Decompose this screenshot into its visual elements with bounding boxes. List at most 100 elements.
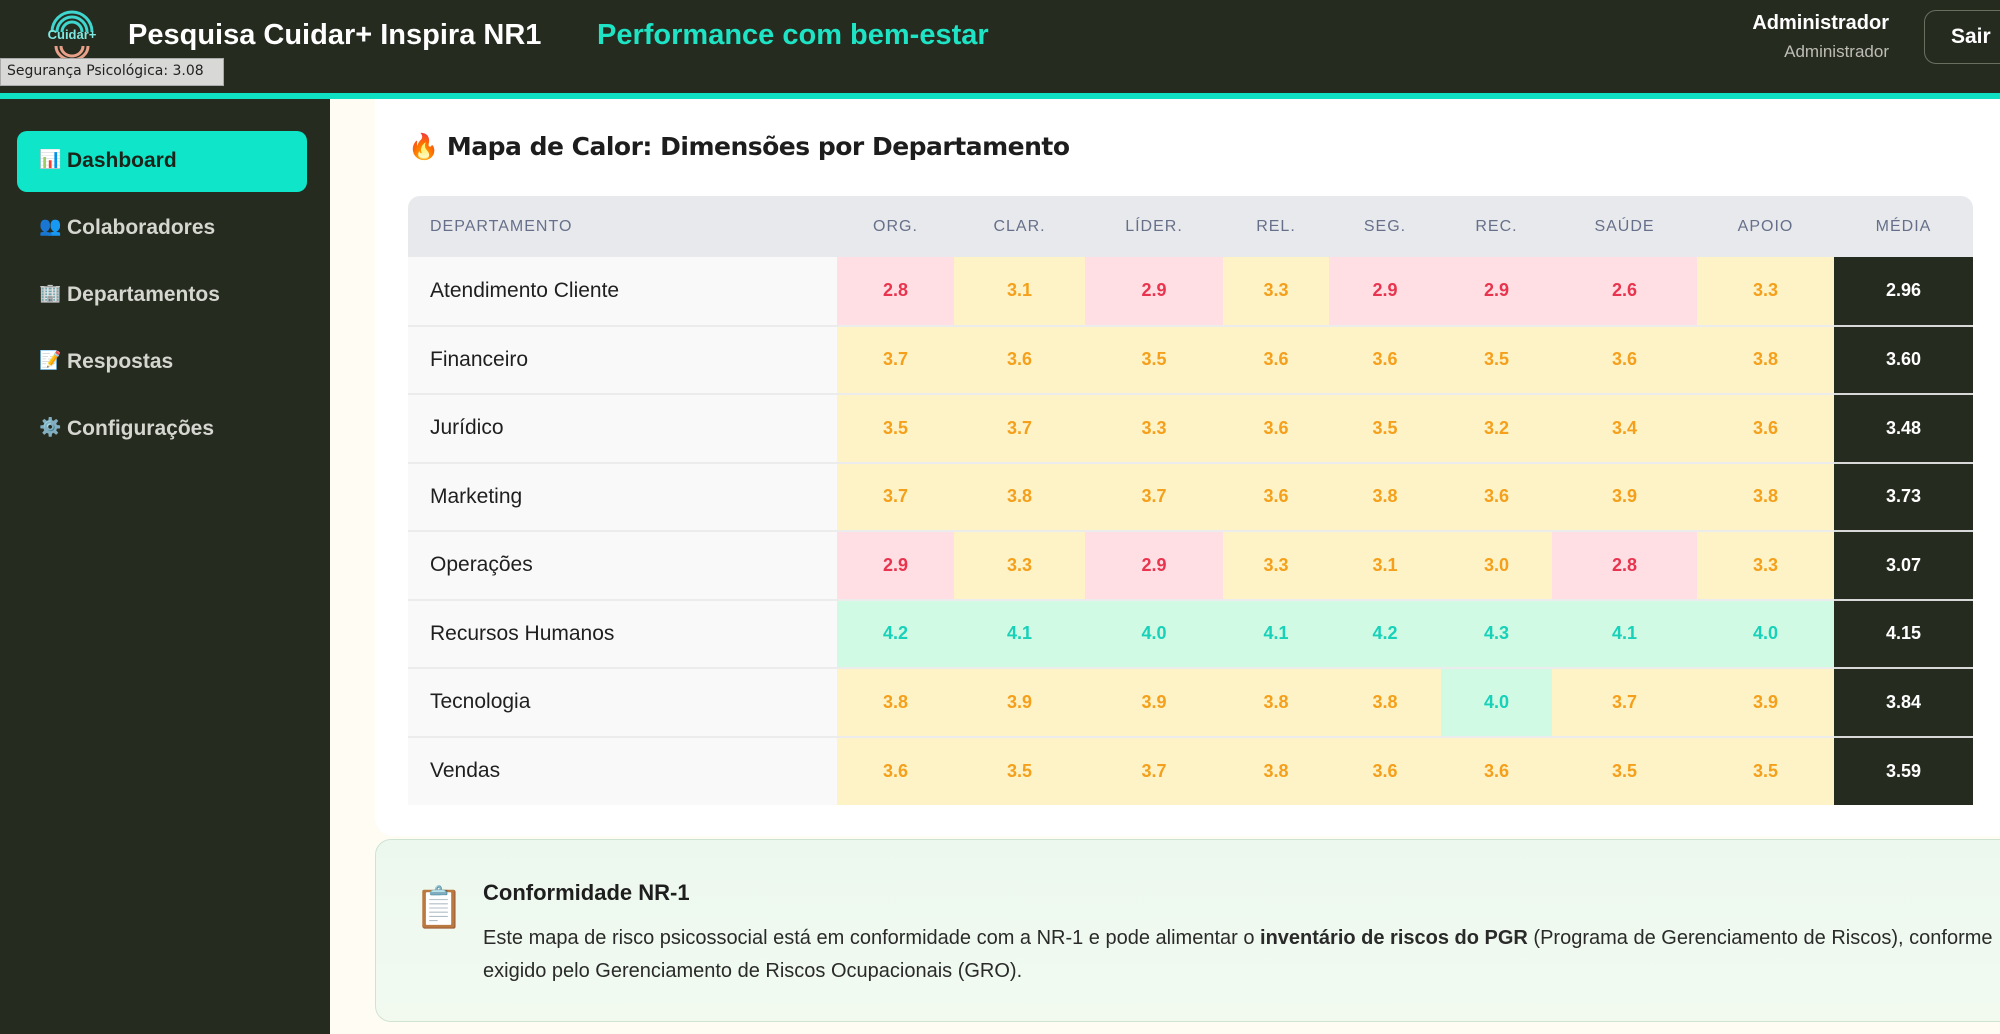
score-cell[interactable]: 4.0 bbox=[1085, 599, 1223, 669]
score-cell[interactable]: 3.8 bbox=[1223, 668, 1329, 738]
score-cell[interactable]: 3.9 bbox=[954, 668, 1085, 738]
table-row: Marketing 3.7 3.8 3.7 3.6 3.8 3.6 3.9 3.8 3.73 bbox=[408, 462, 1973, 532]
sidebar-item-label: Dashboard bbox=[67, 149, 177, 172]
score-cell[interactable]: 2.8 bbox=[837, 257, 954, 327]
score-cell[interactable]: 3.0 bbox=[1441, 531, 1552, 601]
score-cell[interactable]: 3.4 bbox=[1552, 394, 1697, 464]
sidebar-item-colaboradores[interactable]: 👥 Colaboradores bbox=[17, 198, 307, 259]
score-cell[interactable]: 3.7 bbox=[1552, 668, 1697, 738]
score-cell[interactable]: 3.8 bbox=[1329, 462, 1441, 532]
score-cell[interactable]: 3.5 bbox=[1085, 325, 1223, 395]
score-cell[interactable]: 3.3 bbox=[954, 531, 1085, 601]
score-cell[interactable]: 4.1 bbox=[954, 599, 1085, 669]
score-cell[interactable]: 3.6 bbox=[1329, 736, 1441, 805]
column-header: ORG. bbox=[837, 196, 954, 257]
gear-icon: ⚙️ bbox=[39, 417, 62, 437]
score-cell[interactable]: 3.8 bbox=[1329, 668, 1441, 738]
score-cell[interactable]: 3.5 bbox=[954, 736, 1085, 805]
column-header: REL. bbox=[1223, 196, 1329, 257]
score-cell[interactable]: 3.7 bbox=[1085, 736, 1223, 805]
score-cell[interactable]: 4.2 bbox=[1329, 599, 1441, 669]
score-cell[interactable]: 4.3 bbox=[1441, 599, 1552, 669]
score-cell[interactable]: 3.6 bbox=[1223, 394, 1329, 464]
score-cell[interactable]: 3.3 bbox=[1223, 257, 1329, 327]
average-cell: 3.59 bbox=[1834, 736, 1973, 805]
score-cell[interactable]: 3.5 bbox=[1697, 736, 1834, 805]
score-cell[interactable]: 3.2 bbox=[1441, 394, 1552, 464]
score-cell[interactable]: 3.9 bbox=[1697, 668, 1834, 738]
score-cell[interactable]: 2.8 bbox=[1552, 531, 1697, 601]
logo: Cuidar+ bbox=[44, 10, 100, 62]
score-cell[interactable]: 2.6 bbox=[1552, 257, 1697, 327]
score-cell[interactable]: 3.6 bbox=[954, 325, 1085, 395]
score-cell[interactable]: 3.7 bbox=[1085, 462, 1223, 532]
heatmap-table: DEPARTAMENTO ORG. CLAR. LÍDER. REL. SEG. REC. S… bbox=[408, 196, 1973, 805]
score-cell[interactable]: 2.9 bbox=[1329, 257, 1441, 327]
score-cell[interactable]: 4.0 bbox=[1441, 668, 1552, 738]
score-cell[interactable]: 3.5 bbox=[1552, 736, 1697, 805]
sidebar: 📊 Dashboard 👥 Colaboradores 🏢 Departamentos 📝 R… bbox=[0, 99, 330, 1034]
score-cell[interactable]: 4.1 bbox=[1223, 599, 1329, 669]
score-cell[interactable]: 3.8 bbox=[1223, 736, 1329, 805]
score-cell[interactable]: 2.9 bbox=[837, 531, 954, 601]
score-cell[interactable]: 3.8 bbox=[1697, 462, 1834, 532]
score-cell[interactable]: 4.1 bbox=[1552, 599, 1697, 669]
sidebar-item-departamentos[interactable]: 🏢 Departamentos bbox=[17, 265, 307, 326]
score-cell[interactable]: 2.9 bbox=[1085, 531, 1223, 601]
sidebar-item-respostas[interactable]: 📝 Respostas bbox=[17, 332, 307, 393]
app-title: Pesquisa Cuidar+ Inspira NR1 bbox=[128, 19, 542, 51]
score-cell[interactable]: 3.7 bbox=[954, 394, 1085, 464]
average-cell: 3.48 bbox=[1834, 394, 1973, 464]
score-cell[interactable]: 3.8 bbox=[1697, 325, 1834, 395]
score-cell[interactable]: 3.5 bbox=[1441, 325, 1552, 395]
department-name: Jurídico bbox=[408, 394, 837, 464]
department-name: Financeiro bbox=[408, 325, 837, 395]
score-cell[interactable]: 3.6 bbox=[1329, 325, 1441, 395]
score-cell[interactable]: 3.6 bbox=[1552, 325, 1697, 395]
heatmap-title: 🔥 Mapa de Calor: Dimensões por Departame… bbox=[408, 132, 1070, 161]
score-cell[interactable]: 3.9 bbox=[1085, 668, 1223, 738]
score-cell[interactable]: 3.3 bbox=[1223, 531, 1329, 601]
score-cell[interactable]: 3.9 bbox=[1552, 462, 1697, 532]
table-row: Financeiro 3.7 3.6 3.5 3.6 3.6 3.5 3.6 3.8 3.60 bbox=[408, 325, 1973, 395]
department-name: Tecnologia bbox=[408, 668, 837, 738]
tagline: Performance com bem-estar bbox=[597, 19, 989, 51]
department-name: Marketing bbox=[408, 462, 837, 532]
department-name: Operações bbox=[408, 531, 837, 601]
average-cell: 3.84 bbox=[1834, 668, 1973, 738]
average-cell: 3.73 bbox=[1834, 462, 1973, 532]
score-cell[interactable]: 4.2 bbox=[837, 599, 954, 669]
score-cell[interactable]: 3.3 bbox=[1085, 394, 1223, 464]
score-cell[interactable]: 3.6 bbox=[1223, 462, 1329, 532]
users-icon: 👥 bbox=[39, 216, 62, 236]
table-row: Tecnologia 3.8 3.9 3.9 3.8 3.8 4.0 3.7 3.9 3.84 bbox=[408, 668, 1973, 738]
score-cell[interactable]: 3.6 bbox=[1441, 736, 1552, 805]
sidebar-item-label: Departamentos bbox=[67, 283, 220, 306]
score-cell[interactable]: 3.3 bbox=[1697, 257, 1834, 327]
score-cell[interactable]: 2.9 bbox=[1441, 257, 1552, 327]
score-cell[interactable]: 3.6 bbox=[1441, 462, 1552, 532]
score-cell[interactable]: 2.9 bbox=[1085, 257, 1223, 327]
score-cell[interactable]: 3.6 bbox=[837, 736, 954, 805]
score-cell[interactable]: 3.1 bbox=[1329, 531, 1441, 601]
score-cell[interactable]: 4.0 bbox=[1697, 599, 1834, 669]
score-cell[interactable]: 3.8 bbox=[954, 462, 1085, 532]
sidebar-item-configuracoes[interactable]: ⚙️ Configurações bbox=[17, 399, 307, 460]
cell-tooltip: Segurança Psicológica: 3.08 bbox=[0, 58, 224, 86]
table-row: Operações 2.9 3.3 2.9 3.3 3.1 3.0 2.8 3.3 3.07 bbox=[408, 531, 1973, 601]
sidebar-item-dashboard[interactable]: 📊 Dashboard bbox=[17, 131, 307, 192]
score-cell[interactable]: 3.7 bbox=[837, 462, 954, 532]
score-cell[interactable]: 3.6 bbox=[1223, 325, 1329, 395]
department-name: Recursos Humanos bbox=[408, 599, 837, 669]
score-cell[interactable]: 3.5 bbox=[837, 394, 954, 464]
logout-button[interactable]: Sair bbox=[1924, 10, 2000, 64]
score-cell[interactable]: 3.3 bbox=[1697, 531, 1834, 601]
score-cell[interactable]: 3.8 bbox=[837, 668, 954, 738]
score-cell[interactable]: 3.1 bbox=[954, 257, 1085, 327]
table-row: Vendas 3.6 3.5 3.7 3.8 3.6 3.6 3.5 3.5 3.59 bbox=[408, 736, 1973, 805]
score-cell[interactable]: 3.7 bbox=[837, 325, 954, 395]
average-cell: 3.07 bbox=[1834, 531, 1973, 601]
score-cell[interactable]: 3.5 bbox=[1329, 394, 1441, 464]
column-header: DEPARTAMENTO bbox=[408, 196, 837, 257]
score-cell[interactable]: 3.6 bbox=[1697, 394, 1834, 464]
